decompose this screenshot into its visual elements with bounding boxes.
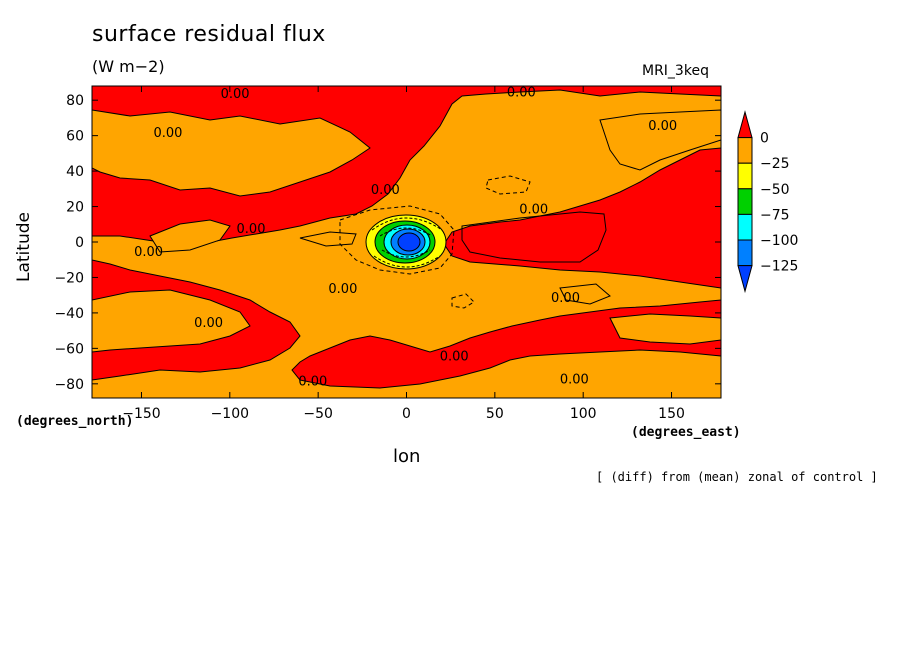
model-label: MRI_3keq: [642, 63, 709, 79]
anomaly-core: [397, 232, 421, 252]
contour-label: 0.00: [153, 126, 182, 141]
contour-lines: [299, 175, 611, 309]
anomaly-dashes: [371, 217, 443, 268]
y-tick-label: 20: [66, 200, 84, 216]
region-west-equator: [149, 219, 231, 253]
colorbar-swatch: [737, 137, 753, 164]
y-tick-label: 0: [75, 235, 84, 251]
contour-label: 0.00: [551, 291, 580, 306]
contour-label: 0.00: [134, 245, 163, 260]
colorbar-swatch: [737, 213, 753, 241]
contour-labels: 0.00 0.00 0.00 0.00 0.00 0.00 0.00 0.00 0.00 0.00…: [134, 85, 677, 389]
units-label: (W m−2): [92, 57, 165, 76]
x-tick-label: 100: [570, 406, 597, 422]
contour-label: 0.00: [519, 202, 548, 217]
contour-label: 0.00: [221, 87, 250, 102]
contour-label: 0.00: [237, 222, 266, 237]
region-north-east: [599, 109, 721, 171]
contour-east-pacific: [461, 211, 607, 263]
plot-area: 0.00 0.00 0.00 0.00 0.00 0.00 0.00 0.00 0.00 0.00…: [92, 85, 721, 398]
colorbar-swatch-top: [737, 110, 753, 139]
x-tick-label: 50: [486, 406, 504, 422]
contour-dashed-outer: [339, 205, 455, 275]
colorbar-label: −75: [760, 207, 790, 223]
y-tick-label: −60: [54, 341, 84, 357]
axes: −150 −100 −50 0 50 100 150 80 60 40 20 0 −20 −40 −60 −8…: [54, 86, 721, 422]
colorbar-label: −25: [760, 156, 790, 172]
colorbar-swatch: [737, 162, 753, 190]
x-axis-units: (degrees_east): [631, 425, 741, 440]
contour-label: 0.00: [298, 374, 327, 389]
region-north-west: [92, 109, 371, 197]
contour-label: 0.00: [194, 316, 223, 331]
x-tick-label: −50: [303, 406, 333, 422]
y-axis-units: (degrees_north): [16, 414, 134, 429]
contour-south-atlantic: [559, 283, 611, 305]
y-tick-label: −80: [54, 377, 84, 393]
contour-label: 0.00: [328, 282, 357, 297]
colorbar-label: 0: [760, 131, 769, 147]
contour-label: 0.00: [648, 119, 677, 134]
colorbar-label: −100: [760, 233, 798, 249]
central-anomaly: [365, 214, 447, 270]
y-tick-label: 40: [66, 164, 84, 180]
comparison-note: [ (diff) from (mean) zonal of control ]: [596, 470, 878, 484]
contour-label: 0.00: [440, 349, 469, 364]
contour-label: 0.00: [560, 373, 589, 388]
colorbar-swatch: [737, 188, 753, 215]
contour-label: 0.00: [507, 85, 536, 100]
colorbar-label: −125: [760, 259, 798, 275]
colorbar: 0 −25 −50 −75 −100 −125: [737, 110, 798, 294]
colorbar-label: −50: [760, 182, 790, 198]
y-tick-label: −20: [54, 270, 84, 286]
colorbar-swatch: [737, 239, 753, 267]
chart-title: surface residual flux: [92, 22, 326, 47]
region-south-west: [92, 289, 251, 353]
x-axis-label: lon: [393, 446, 421, 467]
x-tick-label: −150: [122, 406, 160, 422]
contour-dashed-south: [451, 293, 475, 309]
x-tick-label: −100: [211, 406, 249, 422]
y-tick-label: −40: [54, 306, 84, 322]
contour-west-tongue: [299, 231, 357, 247]
y-tick-label: 60: [66, 129, 84, 145]
x-tick-label: 150: [658, 406, 685, 422]
contour-dashed-north: [485, 175, 531, 195]
contour-label: 0.00: [371, 183, 400, 198]
region-south-east: [609, 313, 721, 345]
y-tick-label: 80: [66, 93, 84, 109]
colorbar-swatch-bottom: [737, 265, 753, 294]
x-tick-label: 0: [402, 406, 411, 422]
